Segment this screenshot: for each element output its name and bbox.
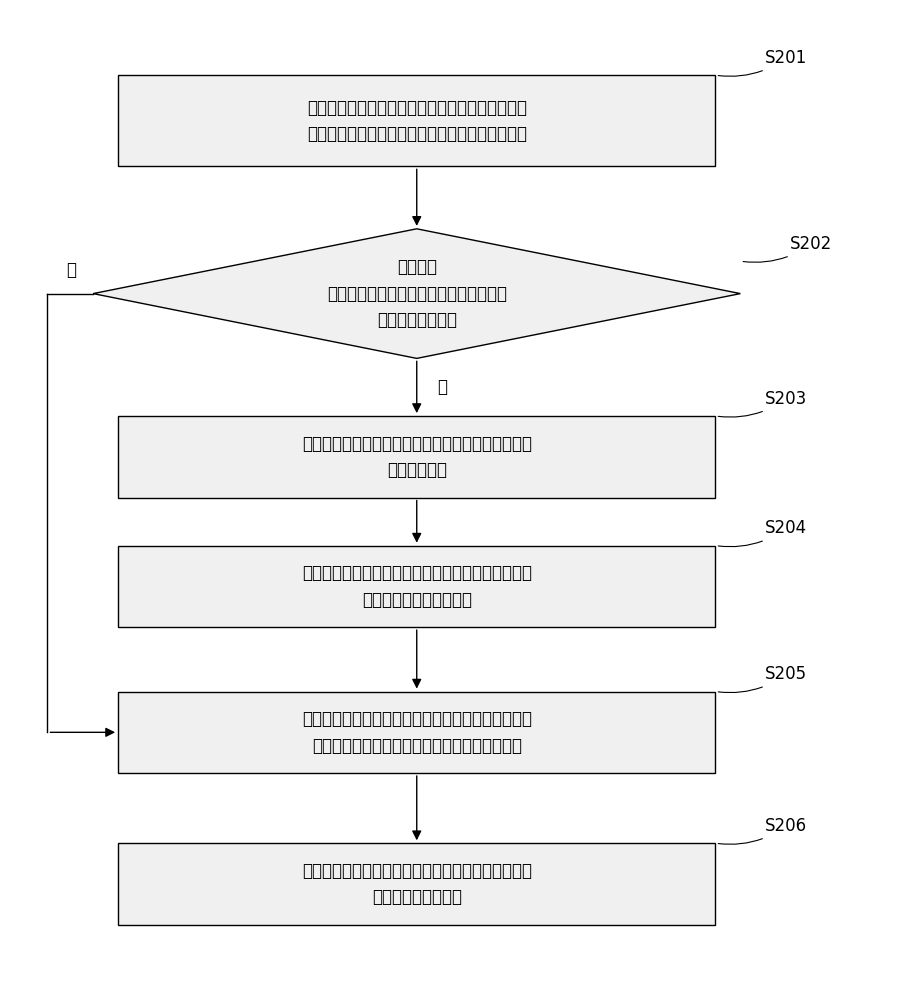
FancyBboxPatch shape [118,416,715,498]
Text: 否: 否 [66,261,77,279]
FancyBboxPatch shape [118,843,715,925]
Text: S204: S204 [718,519,808,547]
FancyBboxPatch shape [118,75,715,166]
FancyBboxPatch shape [118,546,715,627]
Text: 是: 是 [437,378,447,396]
Text: S202: S202 [743,235,833,262]
Text: 根据所述同步播放指令与所述从属设备中已匹配到的
多媒体文件进行同步播放: 根据所述同步播放指令与所述从属设备中已匹配到的 多媒体文件进行同步播放 [301,564,532,609]
Text: 判断所述
从属设备中是否存在与所述目标播放条目
匹配的多媒体文件: 判断所述 从属设备中是否存在与所述目标播放条目 匹配的多媒体文件 [326,258,507,329]
Text: S206: S206 [718,817,808,844]
Text: 根据所述同步播放指令与所述从属设备接收到的多媒
体数据进行同步播放: 根据所述同步播放指令与所述从属设备接收到的多媒 体数据进行同步播放 [301,862,532,906]
Text: S201: S201 [718,49,808,76]
Text: 将主控设备中多媒体数据的播放列表发送给从属设
备，其中，所述播放列表包含有多条目标播放条目: 将主控设备中多媒体数据的播放列表发送给从属设 备，其中，所述播放列表包含有多条目… [307,99,526,143]
Text: S205: S205 [718,665,808,693]
Text: 将同步播放指令传送至所述已匹配到相同的多媒体文
件的从属设备: 将同步播放指令传送至所述已匹配到相同的多媒体文 件的从属设备 [301,435,532,479]
FancyBboxPatch shape [118,692,715,773]
Polygon shape [93,229,740,358]
Text: 将同步播放指令以及所述主控设备中的多媒体数据传
送至所述未匹配到相同的多媒体文件的从属设备: 将同步播放指令以及所述主控设备中的多媒体数据传 送至所述未匹配到相同的多媒体文件… [301,710,532,755]
Text: S203: S203 [718,390,808,417]
